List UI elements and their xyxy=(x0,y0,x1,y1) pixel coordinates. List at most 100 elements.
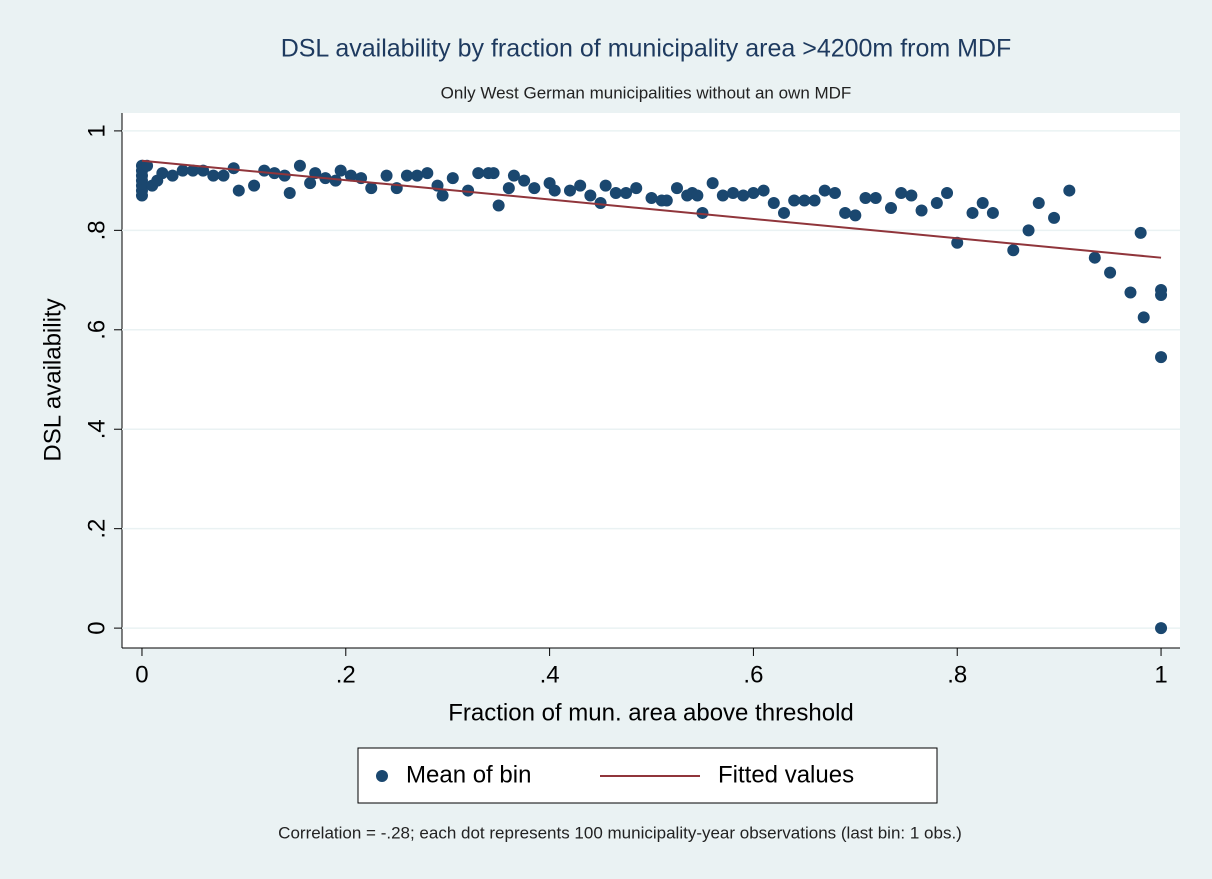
x-axis-label: Fraction of mun. area above threshold xyxy=(448,699,854,726)
dot xyxy=(1063,184,1076,197)
dot xyxy=(436,189,449,202)
dot xyxy=(1104,266,1117,279)
dot xyxy=(344,169,357,182)
dot xyxy=(757,184,770,197)
dot xyxy=(207,169,220,182)
dot xyxy=(976,196,989,209)
legend-box xyxy=(357,747,938,804)
legend-swatch xyxy=(376,770,388,782)
dot xyxy=(135,189,148,202)
dot xyxy=(365,182,378,195)
legend-label: Fitted values xyxy=(718,761,854,788)
legend-label: Mean of bin xyxy=(406,761,531,788)
dot xyxy=(584,189,597,202)
dot xyxy=(227,162,240,175)
dot xyxy=(630,182,643,195)
dot xyxy=(839,206,852,219)
dot xyxy=(706,177,719,190)
dot xyxy=(472,167,485,180)
dot xyxy=(788,194,801,207)
dot xyxy=(176,164,189,177)
dot xyxy=(747,187,760,200)
dot xyxy=(818,184,831,197)
dot xyxy=(421,167,434,180)
dot xyxy=(232,184,245,197)
dot xyxy=(670,182,683,195)
dot xyxy=(217,169,230,182)
dot xyxy=(1134,226,1147,239)
dot xyxy=(620,187,633,200)
y-tick-label: .8 xyxy=(83,220,110,240)
chart-subtitle: Only West German municipalities without … xyxy=(441,83,852,102)
y-tick-label: .6 xyxy=(83,320,110,340)
dot xyxy=(156,167,169,180)
x-tick-label: .8 xyxy=(947,661,967,688)
dot xyxy=(828,187,841,200)
dot xyxy=(986,206,999,219)
dot xyxy=(599,179,612,192)
note: Correlation = -.28; each dot represents … xyxy=(278,823,962,842)
dot xyxy=(808,194,821,207)
dot xyxy=(716,189,729,202)
dot xyxy=(574,179,587,192)
dot xyxy=(1155,288,1168,301)
dot xyxy=(487,167,500,180)
dot xyxy=(528,182,541,195)
y-tick-label: .2 xyxy=(83,519,110,539)
dot xyxy=(186,164,199,177)
x-tick-label: .2 xyxy=(336,661,356,688)
dot xyxy=(1124,286,1137,299)
x-tick-label: .4 xyxy=(540,661,560,688)
chart-title: DSL availability by fraction of municipa… xyxy=(281,35,1012,63)
dot xyxy=(507,169,520,182)
dot xyxy=(798,194,811,207)
dot xyxy=(1032,196,1045,209)
dot xyxy=(727,187,740,200)
dot xyxy=(869,192,882,205)
dot xyxy=(304,177,317,190)
dot xyxy=(691,189,704,202)
dot xyxy=(951,236,964,249)
dot xyxy=(334,164,347,177)
dot xyxy=(141,159,154,172)
x-tick-label: .6 xyxy=(743,661,763,688)
dot xyxy=(609,187,622,200)
dot xyxy=(518,174,531,187)
y-tick-label: 0 xyxy=(83,621,110,634)
dot xyxy=(1022,224,1035,237)
dot xyxy=(462,184,475,197)
dot xyxy=(548,184,561,197)
dot xyxy=(767,196,780,209)
fitted-line xyxy=(141,159,1162,259)
dot xyxy=(884,201,897,214)
dot xyxy=(1155,351,1168,364)
y-axis-label: DSL availability xyxy=(39,298,66,461)
dot xyxy=(492,199,505,212)
dot xyxy=(1048,211,1061,224)
dot xyxy=(563,184,576,197)
dot xyxy=(859,192,872,205)
dot xyxy=(293,159,306,172)
dot xyxy=(737,189,750,202)
x-tick-label: 1 xyxy=(1154,661,1167,688)
dot xyxy=(696,206,709,219)
dot xyxy=(777,206,790,219)
dot xyxy=(400,169,413,182)
dot xyxy=(905,189,918,202)
dot xyxy=(258,164,271,177)
y-tick-label: .4 xyxy=(83,419,110,439)
dot xyxy=(594,196,607,209)
dot xyxy=(1088,251,1101,264)
dot xyxy=(380,169,393,182)
dot xyxy=(166,169,179,182)
dot xyxy=(1007,244,1020,257)
y-tick-label: 1 xyxy=(83,124,110,137)
dot xyxy=(278,169,291,182)
dot xyxy=(849,209,862,222)
dot xyxy=(1137,311,1150,324)
dot xyxy=(502,182,515,195)
dot xyxy=(1155,622,1168,635)
dot xyxy=(248,179,261,192)
dot xyxy=(941,187,954,200)
